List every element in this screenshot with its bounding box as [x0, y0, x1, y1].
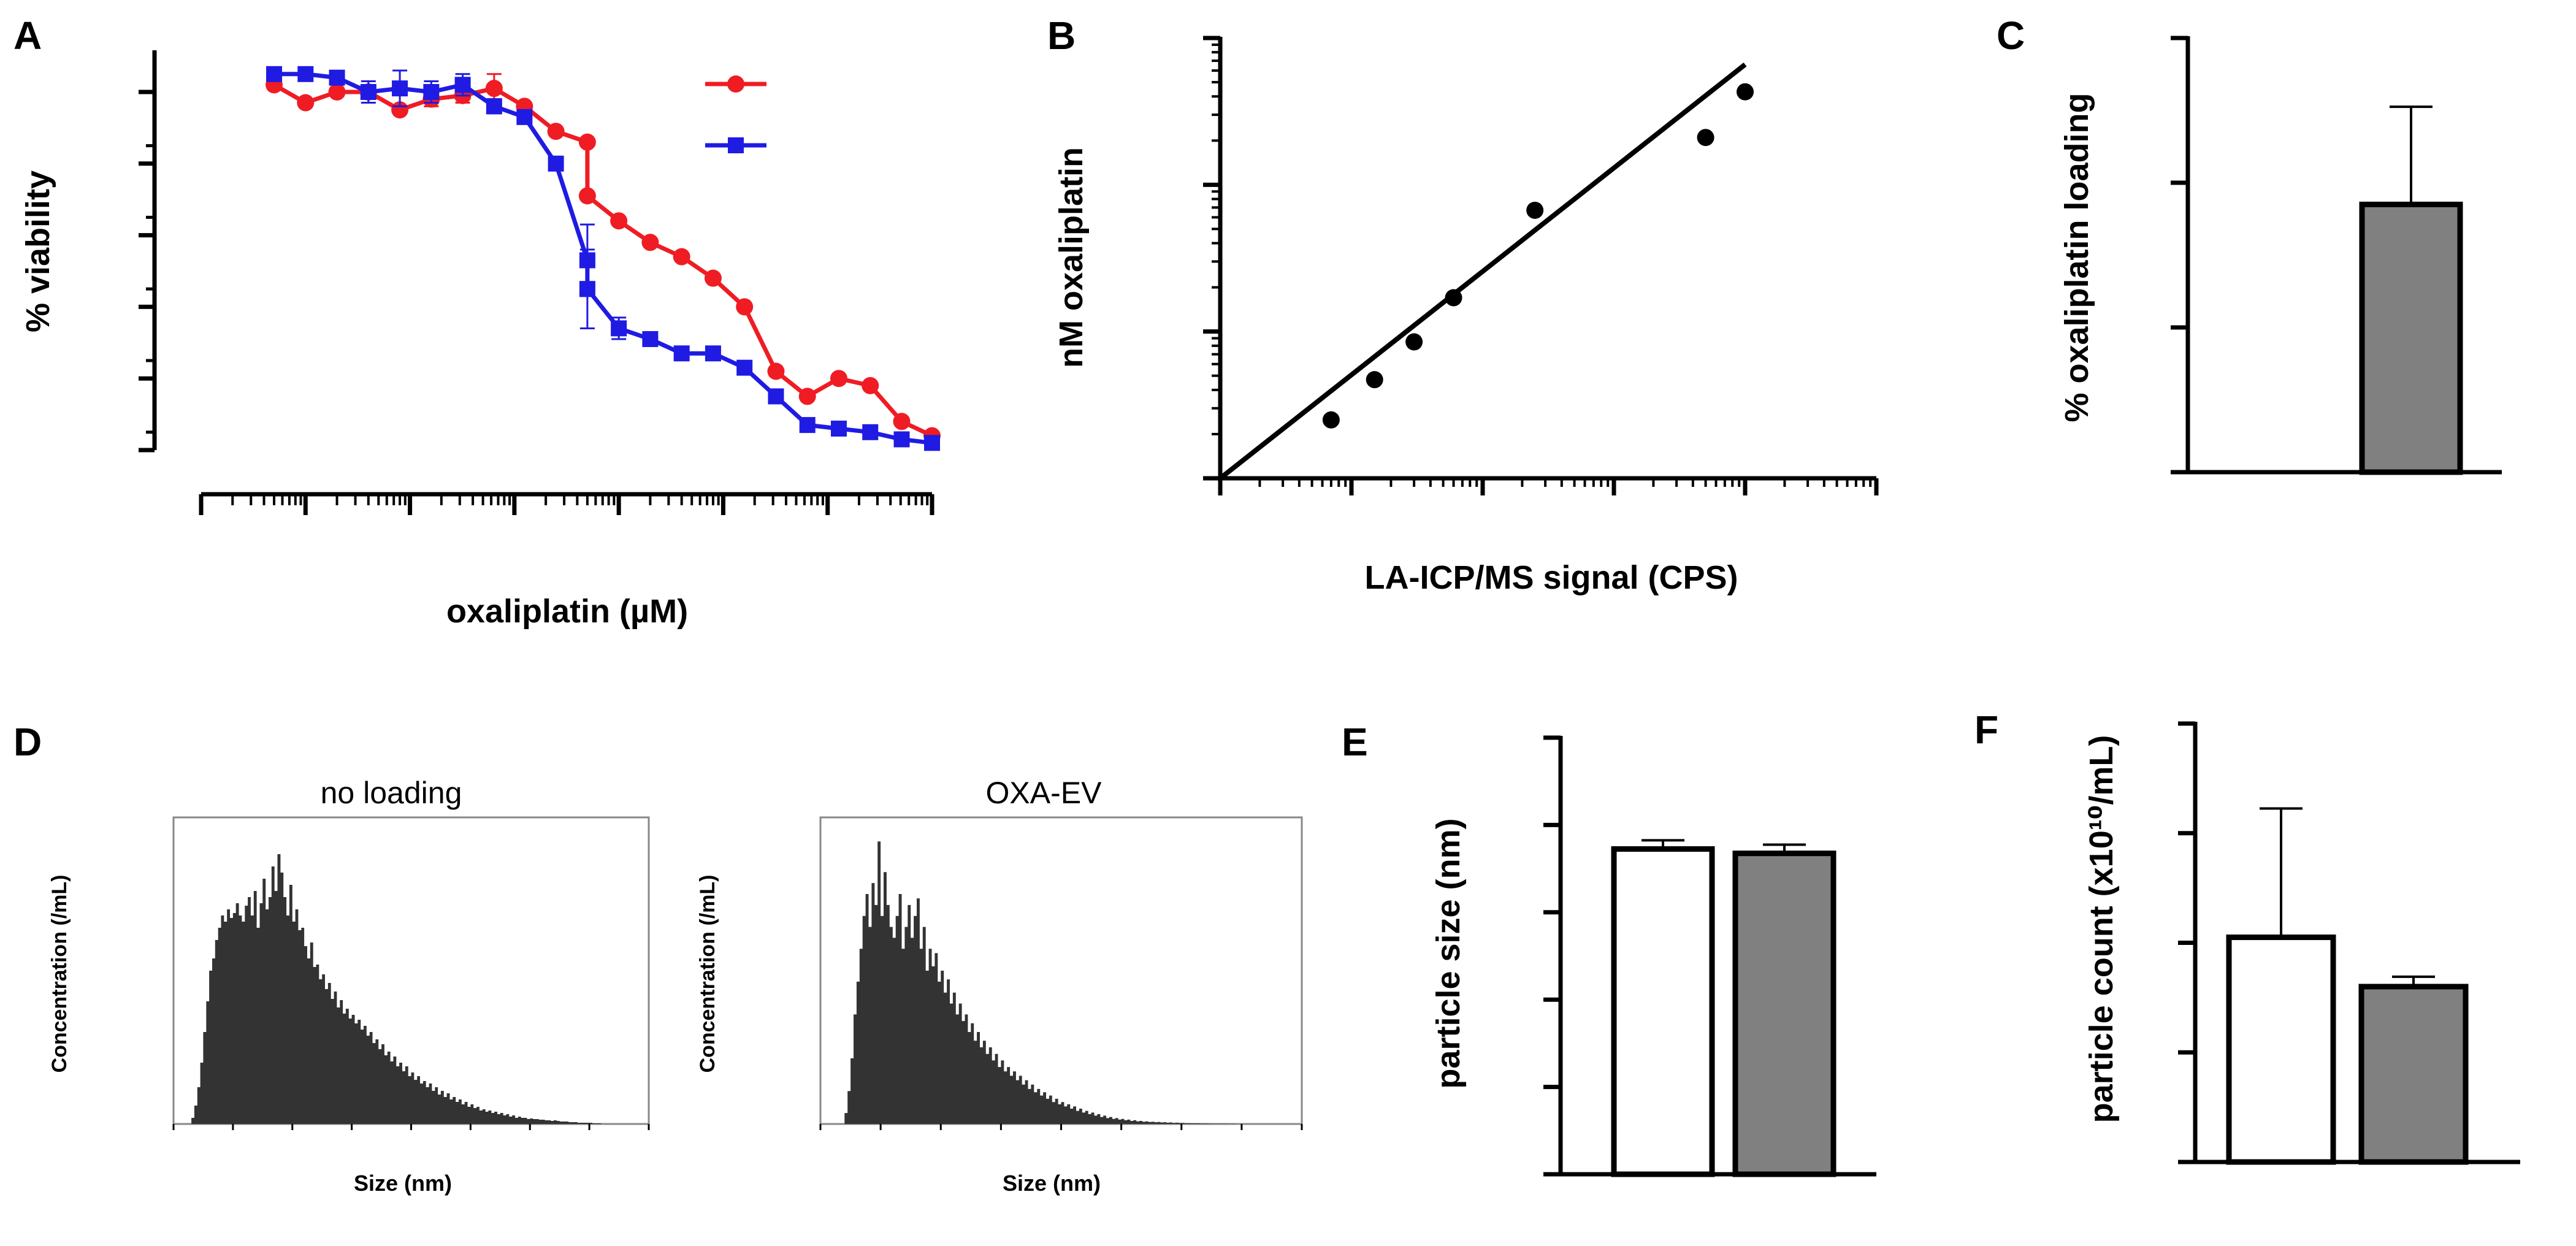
panel-a-point-sw480 [862, 376, 879, 394]
panel-a-point-sw620 [830, 420, 847, 437]
panel-a-point-sw480 [767, 362, 785, 380]
panel-a-point-sw480 [578, 187, 596, 205]
panel-a-point-sw620 [516, 109, 533, 125]
panel-a-point-sw480 [328, 83, 346, 101]
panel-a-point-sw620 [454, 77, 471, 93]
panel-a-point-sw620 [297, 66, 314, 82]
panel-d-left-histogram-bars [191, 854, 602, 1124]
panel-f-bar [2226, 934, 2336, 1165]
panel-d-right-x-axis-label: Size (nm) [1003, 1171, 1101, 1196]
panel-b-data-point [1526, 201, 1544, 219]
panel-a-point-sw620 [768, 388, 784, 405]
panel-d-right-histogram-bars [844, 841, 1236, 1124]
panel-f-bar [2358, 984, 2469, 1165]
panel-a-legend-marker [727, 75, 744, 93]
panel-d-histogram-oxa-ev: OXA-EV Concentration (/mL) Size (nm) [696, 776, 1303, 1196]
panel-d-left-y-axis-label: Concentration (/mL) [48, 875, 71, 1073]
panel-a-y-axis-label: % viability [20, 170, 56, 332]
panel-b-data-point [1697, 129, 1714, 147]
panel-d-right-y-axis-label: Concentration (/mL) [696, 875, 719, 1073]
panel-a-point-sw620 [392, 80, 408, 97]
panel-e-bar [1611, 846, 1715, 1177]
panel-a-point-sw480 [893, 413, 911, 430]
panel-a-point-sw620 [642, 331, 659, 347]
panel-a-point-sw620 [423, 84, 440, 100]
panel-a-point-sw480 [641, 234, 659, 251]
panel-a-point-sw480 [798, 388, 816, 405]
panel-label-c: C [1997, 13, 2025, 58]
panel-label-a: A [13, 13, 42, 58]
panel-a-point-sw620 [579, 281, 595, 297]
panel-b-data-point [1322, 411, 1340, 429]
panel-e-y-axis-label: particle size (nm) [1430, 818, 1467, 1088]
panel-a-point-sw620 [266, 66, 283, 82]
panel-b-x-axis-label: LA-ICP/MS signal (CPS) [1364, 559, 1738, 596]
panel-a-point-sw620 [611, 320, 627, 337]
panel-a-point-sw620 [360, 84, 376, 100]
panel-f-y-axis-label: particle count (x10¹⁰/mL) [2083, 735, 2120, 1123]
panel-a-point-sw620 [736, 359, 753, 376]
panel-e-bar [1732, 850, 1836, 1177]
panel-a-point-sw620 [329, 69, 345, 86]
panel-a-point-sw480 [610, 212, 628, 230]
panel-a-point-sw620 [486, 98, 502, 115]
panel-f-count-chart: particle count (x10¹⁰/mL) [2083, 721, 2520, 1165]
panel-label-d: D [13, 720, 42, 764]
panel-b-data-point [1405, 333, 1423, 351]
panel-a-viability-chart: % viability oxaliplatin (µM) [20, 50, 941, 630]
panel-c-loading-chart: % oxaliplatin loading [2058, 36, 2502, 475]
panel-a-point-sw620 [673, 345, 690, 362]
panel-label-e: E [1342, 720, 1368, 764]
panel-b-fit-line [1218, 63, 1747, 481]
panel-d-left-title: no loading [321, 776, 462, 810]
panel-a-point-sw480 [547, 123, 565, 140]
panel-a-point-sw620 [705, 345, 721, 362]
panel-label-f: F [1974, 708, 1998, 752]
panel-a-point-sw480 [297, 94, 315, 112]
panel-b-y-axis-label: nM oxaliplatin [1053, 147, 1090, 368]
panel-a-point-sw480 [830, 370, 847, 388]
panel-b-data-point [1445, 289, 1462, 307]
panel-a-point-sw480 [578, 133, 596, 151]
panel-a-legend-marker [728, 137, 744, 153]
panel-a-point-sw620 [799, 417, 816, 434]
panel-b-calibration-chart: nM oxaliplatin LA-ICP/MS signal (CPS) [1053, 36, 1879, 596]
panel-label-b: B [1047, 13, 1076, 58]
panel-a-x-axis-label: oxaliplatin (µM) [446, 593, 688, 630]
panel-b-data-point [1366, 371, 1383, 389]
panel-a-point-sw620 [862, 424, 879, 440]
panel-a-point-sw620 [548, 155, 564, 172]
panel-a-point-sw620 [924, 435, 940, 451]
panel-a-point-sw480 [736, 298, 754, 316]
panel-a-point-sw620 [893, 431, 910, 448]
panel-e-size-chart: particle size (nm) [1430, 735, 1876, 1177]
panel-a-point-sw480 [704, 269, 722, 287]
panel-c-bar [2359, 201, 2463, 475]
panel-d-right-title: OXA-EV [986, 776, 1103, 810]
panel-d-histogram-no-loading: no loading Concentration (/mL) Size (nm) [48, 776, 650, 1196]
panel-b-data-point [1737, 83, 1754, 101]
panel-c-y-axis-label: % oxaliplatin loading [2058, 93, 2095, 422]
panel-a-point-sw480 [673, 248, 690, 266]
panel-d-left-x-axis-label: Size (nm) [354, 1171, 452, 1196]
panel-a-point-sw480 [485, 80, 503, 97]
